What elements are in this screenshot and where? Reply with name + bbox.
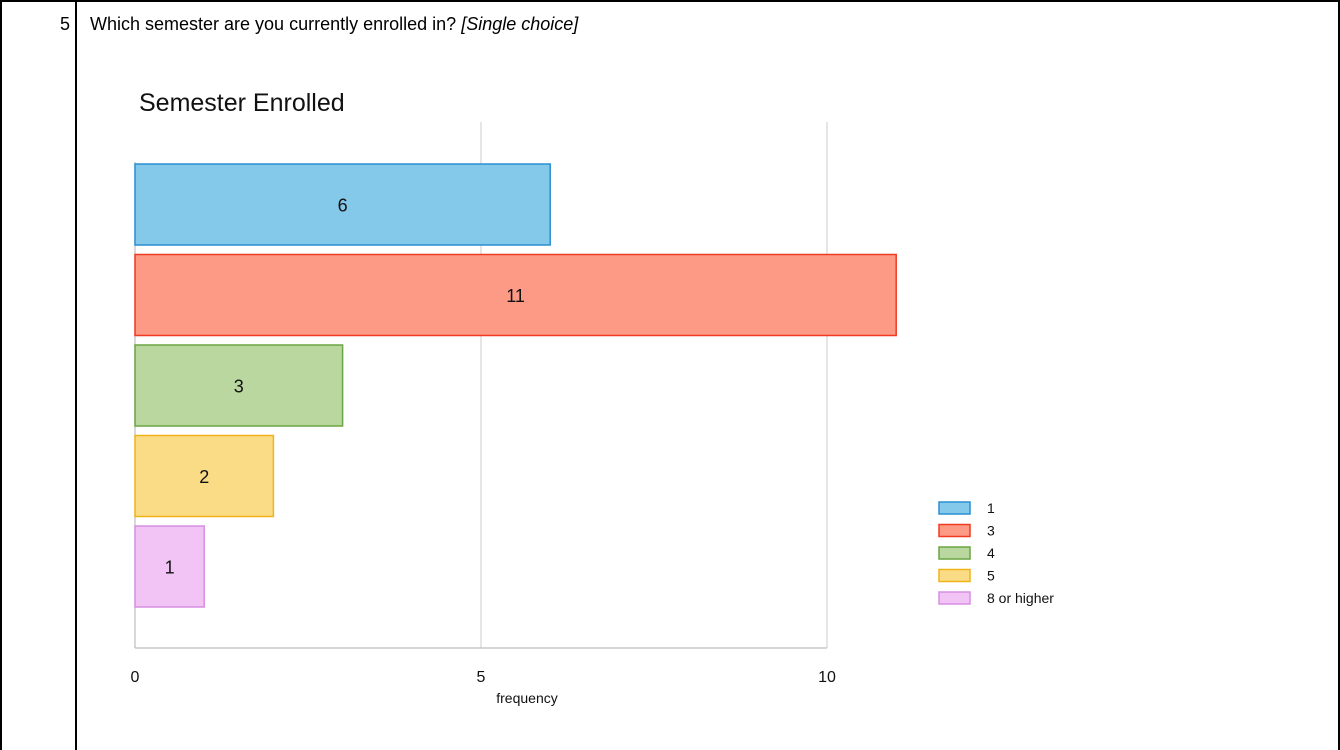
legend-label: 5 bbox=[987, 568, 995, 584]
legend-label: 1 bbox=[987, 500, 995, 516]
bar bbox=[134, 434, 275, 518]
x-tick-label: 10 bbox=[818, 669, 836, 686]
x-axis-ticks: 0 5 10 bbox=[131, 669, 836, 686]
question-type-label: [Single choice] bbox=[461, 14, 579, 34]
question-text: Which semester are you currently enrolle… bbox=[90, 14, 457, 34]
x-tick-label: 5 bbox=[477, 669, 486, 686]
x-axis-title: frequency bbox=[496, 690, 557, 706]
bar-value-label: 3 bbox=[234, 377, 244, 397]
legend-swatch bbox=[938, 591, 971, 605]
bar bbox=[134, 344, 344, 427]
column-divider bbox=[75, 0, 77, 750]
bar-value-label: 6 bbox=[338, 196, 348, 216]
legend-label: 4 bbox=[987, 545, 995, 561]
bar bbox=[134, 163, 551, 246]
chart-title: Semester Enrolled bbox=[139, 89, 345, 117]
legend-swatch bbox=[938, 546, 971, 560]
legend-label: 3 bbox=[987, 523, 995, 539]
legend-swatch bbox=[938, 501, 971, 515]
bar bbox=[134, 525, 205, 608]
question-number: 5 bbox=[59, 14, 70, 34]
legend-swatch bbox=[938, 523, 971, 538]
bar-value-label: 11 bbox=[506, 286, 525, 306]
legend-swatch bbox=[938, 568, 971, 583]
bar bbox=[134, 253, 897, 337]
bar-value-label: 1 bbox=[165, 558, 175, 578]
question-text-line: Which semester are you currently enrolle… bbox=[90, 14, 578, 35]
legend: 1 3 4 5 8 or higher bbox=[938, 500, 1054, 606]
bars-group: 6 11 3 2 1 bbox=[134, 163, 897, 608]
x-tick-label: 0 bbox=[131, 669, 140, 686]
bar-value-label: 2 bbox=[199, 467, 209, 487]
legend-label: 8 or higher bbox=[987, 590, 1054, 606]
